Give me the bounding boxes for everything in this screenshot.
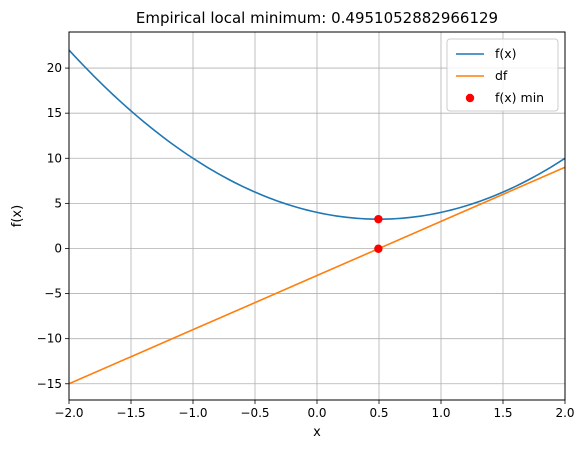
y-tick-label: −5 (44, 287, 62, 301)
x-tick-label: 2.0 (555, 406, 574, 420)
ticks: −2.0 −1.5 −1.0 −0.5 0.0 0.5 1.0 1.5 2.0 −15 −10 −5 0… (37, 61, 575, 420)
legend-label: df (495, 68, 508, 83)
chart-title: Empirical local minimum: 0.4951052882966… (136, 9, 498, 27)
y-tick-label: −15 (37, 377, 62, 391)
legend-label: f(x) (495, 46, 517, 61)
y-tick-label: 10 (47, 151, 62, 165)
x-tick-label: −0.5 (240, 406, 269, 420)
y-tick-label: 20 (47, 61, 62, 75)
y-axis-label: f(x) (10, 205, 25, 227)
legend-box (446, 38, 559, 112)
y-tick-label: −10 (37, 332, 62, 346)
series-line-fx (68, 49, 566, 220)
x-tick-label: −1.0 (178, 406, 207, 420)
x-axis-label: x (313, 425, 321, 440)
x-tick-label: −2.0 (54, 406, 83, 420)
legend: f(x) df f(x) min (446, 38, 559, 112)
x-tick-label: 1.0 (431, 406, 450, 420)
y-tick-label: 5 (54, 196, 62, 210)
x-tick-label: 0.0 (307, 406, 326, 420)
y-tick-label: 0 (54, 241, 62, 255)
legend-swatch (465, 93, 475, 103)
series-layer (68, 49, 566, 385)
x-tick-label: 0.5 (369, 406, 388, 420)
y-tick-label: 15 (47, 106, 62, 120)
series-line-df (68, 166, 566, 385)
x-tick-label: 1.5 (493, 406, 512, 420)
min-point (374, 244, 383, 253)
legend-label: f(x) min (495, 90, 544, 105)
min-point (374, 214, 383, 224)
x-tick-label: −1.5 (116, 406, 145, 420)
